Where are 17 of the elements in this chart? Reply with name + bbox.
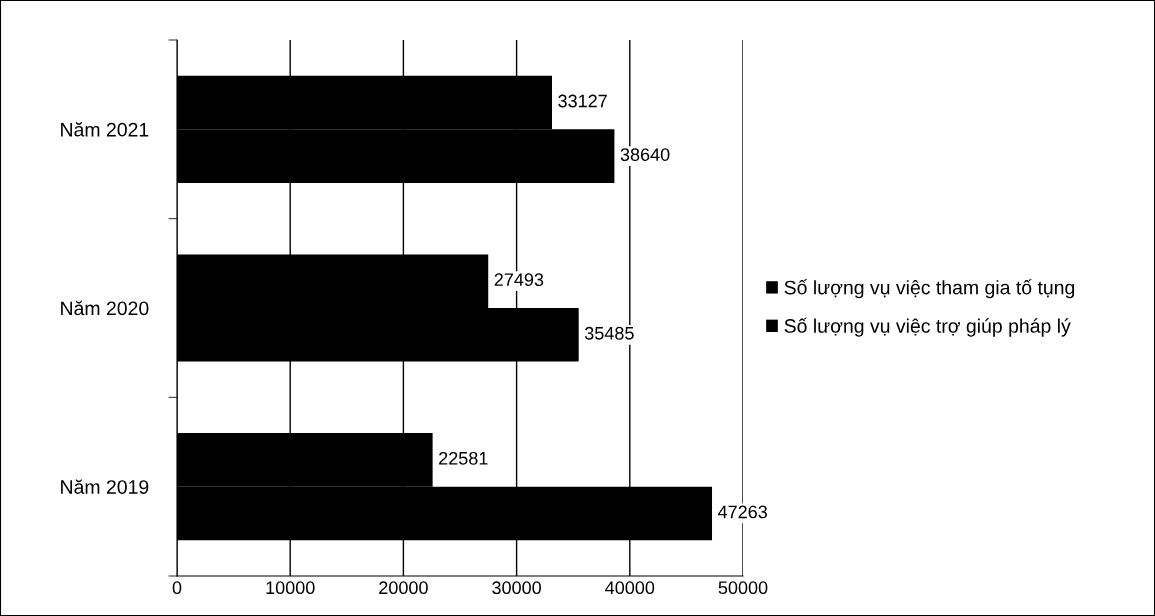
x-tick-label: 30000 [492,581,541,595]
data-label: 38640 [620,148,670,161]
x-tick-label: 10000 [266,581,315,595]
x-tick-label: 50000 [718,581,768,595]
y-tick-label: Năm 2021 [61,122,149,137]
legend-label: Số lượng vụ việc tham gia tố tụng [784,279,1075,299]
x-tick-label: 40000 [605,581,655,595]
y-tick-label: Năm 2019 [61,479,149,494]
legend-label: Số lượng vụ việc trợ giúp pháp lý [784,317,1071,337]
data-label: 22581 [439,451,488,465]
x-tick-label: 0 [172,581,182,595]
data-label: 35485 [584,326,634,340]
x-tick-label: 20000 [379,581,428,595]
data-label: 33127 [558,94,607,108]
data-label: 27493 [494,273,544,287]
data-label: 47263 [717,505,767,519]
y-tick-label: Năm 2020 [61,300,149,316]
